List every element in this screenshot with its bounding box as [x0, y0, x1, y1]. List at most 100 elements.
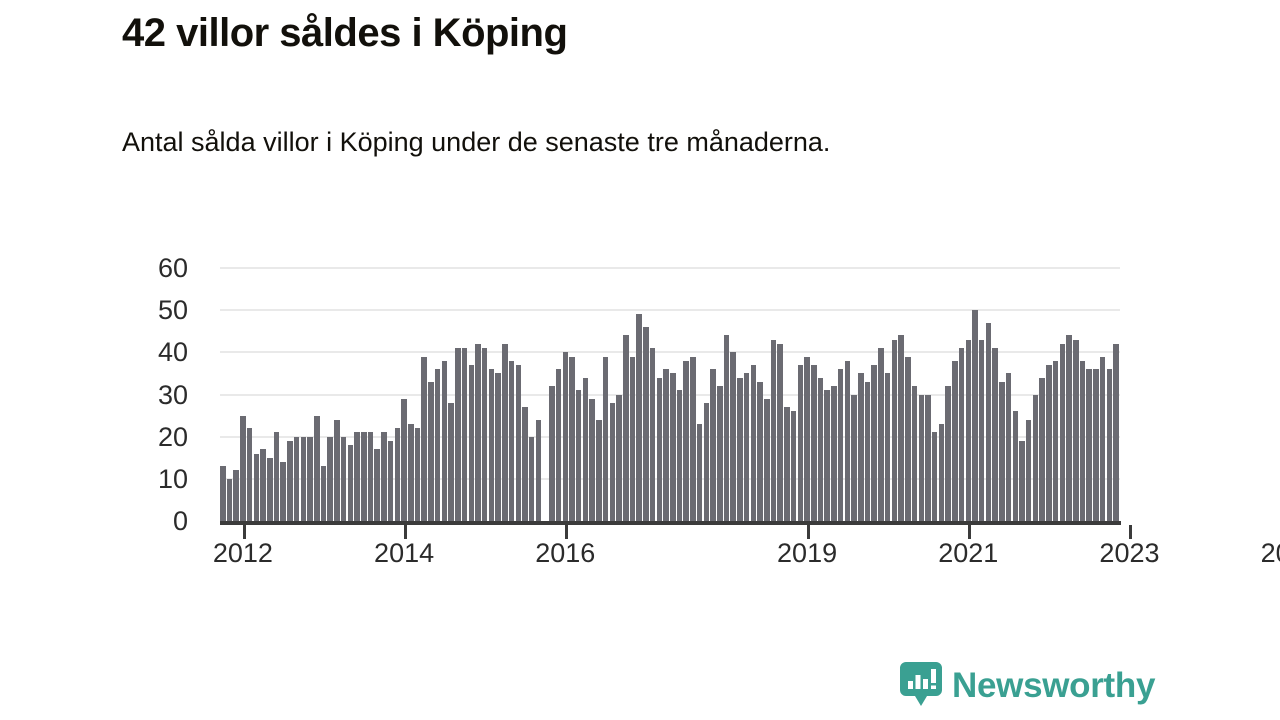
- bar: [1086, 369, 1092, 521]
- bar: [905, 356, 911, 521]
- bar: [535, 419, 542, 521]
- bar: [1059, 343, 1066, 521]
- bar: [958, 348, 965, 521]
- bar: [488, 369, 495, 521]
- bar: [609, 402, 616, 521]
- bar: [314, 415, 320, 521]
- logo-wordmark: Newsworthy: [952, 665, 1156, 705]
- bar: [1106, 369, 1113, 521]
- bar: [589, 398, 595, 521]
- bar: [663, 369, 669, 521]
- bar: [575, 390, 582, 521]
- bar: [582, 377, 589, 521]
- bar: [730, 352, 736, 521]
- bar: [656, 377, 663, 521]
- bar: [703, 402, 710, 521]
- bar: [569, 356, 575, 521]
- bar: [267, 457, 273, 521]
- bar: [931, 432, 938, 521]
- bar: [260, 449, 266, 521]
- bar: [797, 364, 804, 521]
- bar: [750, 364, 757, 521]
- bar: [508, 360, 515, 521]
- bar: [851, 394, 857, 521]
- bar: [528, 436, 535, 521]
- bar: [972, 310, 978, 521]
- y-axis-tick-label: 60: [157, 253, 188, 283]
- y-axis-tick-label: 30: [157, 379, 188, 410]
- bar: [381, 432, 387, 521]
- bar: [1066, 335, 1072, 521]
- bar: [387, 440, 394, 521]
- bar: [643, 327, 649, 521]
- bar: [226, 478, 233, 521]
- page-subtitle: Antal sålda villor i Köping under de sen…: [122, 127, 831, 157]
- bar: [858, 373, 864, 521]
- y-axis-tick-label: 10: [157, 463, 188, 494]
- bar: [790, 411, 797, 521]
- bar: [340, 436, 347, 521]
- bar: [992, 348, 998, 521]
- bar: [676, 390, 683, 521]
- bar: [629, 356, 636, 521]
- x-axis-tick-label: 2016: [535, 538, 596, 568]
- bar: [616, 394, 622, 521]
- bar: [481, 348, 488, 521]
- bar: [622, 335, 629, 521]
- bar: [307, 436, 313, 521]
- bar: [434, 369, 441, 521]
- bar: [1079, 360, 1086, 521]
- bar: [985, 322, 992, 521]
- bar: [280, 461, 286, 521]
- bar: [784, 407, 790, 521]
- x-axis-tick-label: 2025: [1260, 538, 1280, 568]
- bar: [461, 348, 468, 521]
- x-axis-tick: [404, 525, 408, 539]
- bar: [871, 364, 877, 521]
- x-axis-tick: [242, 525, 246, 539]
- bar: [811, 364, 817, 521]
- bar: [743, 373, 750, 521]
- bar: [1113, 343, 1119, 521]
- bar: [884, 373, 891, 521]
- gridline: [220, 267, 1120, 269]
- bar: [300, 436, 307, 521]
- bar: [938, 424, 945, 521]
- newsworthy-bubble-chart-icon: [900, 662, 942, 708]
- bar: [287, 440, 293, 521]
- bar: [878, 348, 884, 521]
- bar: [1012, 411, 1019, 521]
- bar: [240, 415, 246, 521]
- x-axis-tick: [565, 525, 569, 539]
- bar: [421, 356, 427, 521]
- bar: [837, 369, 844, 521]
- bar: [1093, 369, 1099, 521]
- bar: [918, 394, 925, 521]
- bar: [602, 356, 609, 521]
- bar: [414, 428, 421, 521]
- bar: [468, 364, 475, 521]
- bar: [670, 373, 676, 521]
- bar-series: [220, 268, 1120, 521]
- bar: [1019, 440, 1025, 521]
- bar: [1025, 419, 1032, 521]
- y-axis-tick-label: 0: [172, 506, 188, 536]
- plot-area: [220, 267, 1120, 521]
- page-title: 42 villor såldes i Köping: [122, 11, 568, 55]
- bar: [999, 381, 1005, 521]
- gridline: [220, 351, 1120, 354]
- bar: [562, 352, 569, 521]
- bar: [273, 432, 280, 521]
- bar: [683, 360, 689, 521]
- bar: [723, 335, 730, 521]
- bar: [1072, 339, 1079, 521]
- bar: [945, 386, 951, 521]
- bar: [374, 449, 380, 521]
- gridline: [220, 309, 1120, 312]
- bar: [522, 407, 528, 521]
- bar: [978, 339, 985, 521]
- bar: [911, 386, 918, 521]
- bar: [361, 432, 367, 521]
- bar: [696, 424, 703, 521]
